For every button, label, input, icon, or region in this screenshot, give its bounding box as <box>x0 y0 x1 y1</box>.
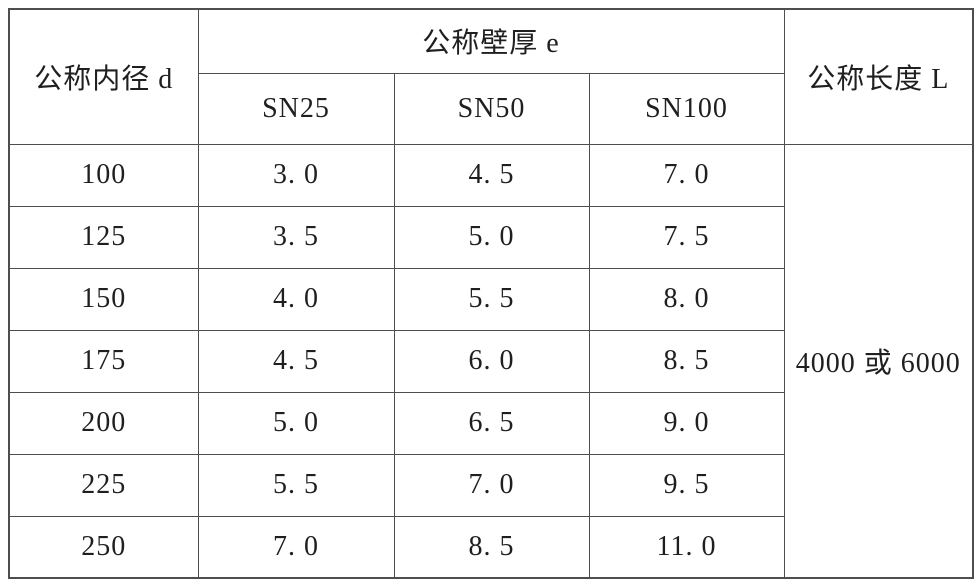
cell-sn25: 3. 0 <box>197 143 395 207</box>
cell-sn100: 7. 5 <box>588 205 785 269</box>
table-row: 250 7. 0 8. 5 11. 0 <box>8 515 973 579</box>
cell-sn50: 7. 0 <box>393 453 590 517</box>
cell-d: 225 <box>8 453 199 517</box>
cell-sn50: 5. 0 <box>393 205 590 269</box>
table-row: 225 5. 5 7. 0 9. 5 <box>8 453 973 517</box>
cell-sn100: 9. 5 <box>588 453 785 517</box>
cell-d: 250 <box>8 515 199 579</box>
header-wall-thickness: 公称壁厚 e <box>197 8 785 74</box>
cell-d: 175 <box>8 329 199 393</box>
cell-sn50: 8. 5 <box>393 515 590 579</box>
cell-sn100: 8. 5 <box>588 329 785 393</box>
header-sn50: SN50 <box>393 72 590 145</box>
cell-sn100: 11. 0 <box>588 515 785 579</box>
cell-d: 100 <box>8 143 199 207</box>
header-sn25: SN25 <box>197 72 395 145</box>
cell-sn100: 8. 0 <box>588 267 785 331</box>
table-row: 100 3. 0 4. 5 7. 0 4000 或 6000 <box>8 143 974 579</box>
cell-d: 150 <box>8 267 199 331</box>
cell-sn25: 7. 0 <box>197 515 395 579</box>
cell-sn100: 7. 0 <box>588 143 785 207</box>
cell-length: 4000 或 6000 <box>783 143 974 579</box>
pipe-dimensions-table: 公称内径 d 公称壁厚 e 公称长度 L SN25 SN50 SN100 100… <box>8 8 975 579</box>
cell-sn25: 4. 0 <box>197 267 395 331</box>
cell-sn50: 6. 5 <box>393 391 590 455</box>
table-row: 175 4. 5 6. 0 8. 5 <box>8 329 973 393</box>
cell-d: 125 <box>8 205 199 269</box>
table-row: 150 4. 0 5. 5 8. 0 <box>8 267 973 331</box>
header-inner-diameter: 公称内径 d <box>8 8 199 145</box>
cell-sn50: 6. 0 <box>393 329 590 393</box>
cell-sn50: 4. 5 <box>393 143 590 207</box>
header-sn100: SN100 <box>588 72 785 145</box>
cell-sn100: 9. 0 <box>588 391 785 455</box>
table-row: 125 3. 5 5. 0 7. 5 <box>8 205 973 269</box>
cell-sn25: 4. 5 <box>197 329 395 393</box>
header-length: 公称长度 L <box>783 8 974 145</box>
cell-sn25: 5. 0 <box>197 391 395 455</box>
cell-sn50: 5. 5 <box>393 267 590 331</box>
cell-sn25: 5. 5 <box>197 453 395 517</box>
cell-sn25: 3. 5 <box>197 205 395 269</box>
cell-d: 200 <box>8 391 199 455</box>
